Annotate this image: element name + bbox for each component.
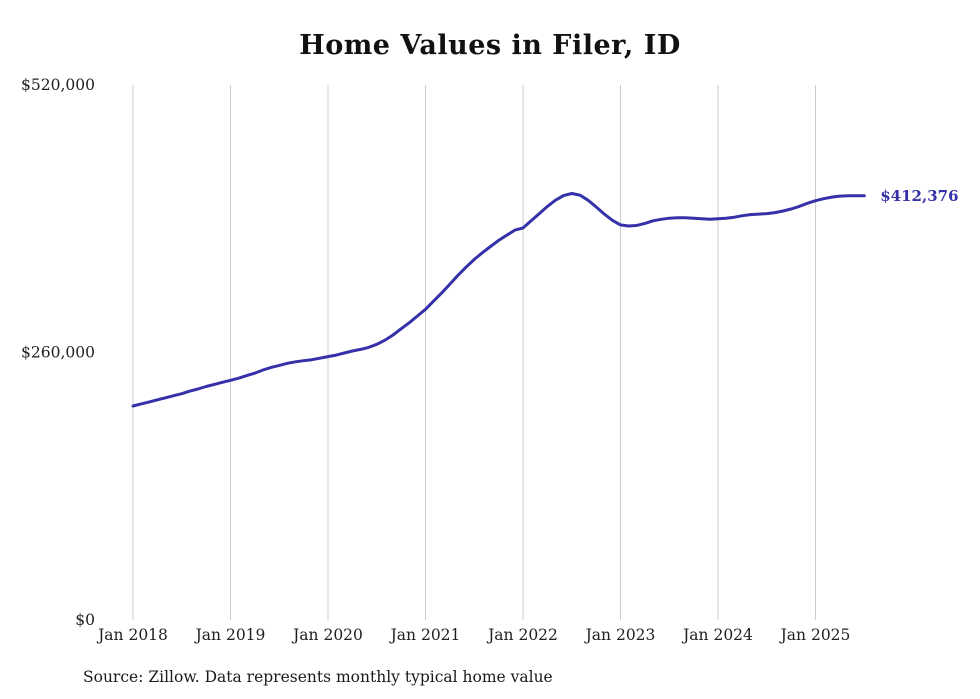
chart-title: Home Values in Filer, ID	[299, 30, 681, 61]
x-tick-label: Jan 2019	[194, 626, 266, 644]
y-tick-label: $260,000	[21, 344, 95, 362]
end-value-label: $412,376	[880, 186, 959, 205]
value-line	[131, 192, 866, 408]
source-note: Source: Zillow. Data represents monthly …	[83, 668, 553, 686]
x-tick-label: Jan 2025	[779, 626, 851, 644]
x-tick-label: Jan 2021	[389, 626, 461, 644]
x-tick-label: Jan 2024	[681, 626, 753, 644]
y-tick-label: $520,000	[21, 76, 95, 94]
x-tick-label: Jan 2023	[584, 626, 656, 644]
x-tick-label: Jan 2020	[291, 626, 363, 644]
y-tick-label: $0	[75, 611, 95, 629]
x-tick-label: Jan 2022	[486, 626, 558, 644]
x-tick-label: Jan 2018	[96, 626, 168, 644]
